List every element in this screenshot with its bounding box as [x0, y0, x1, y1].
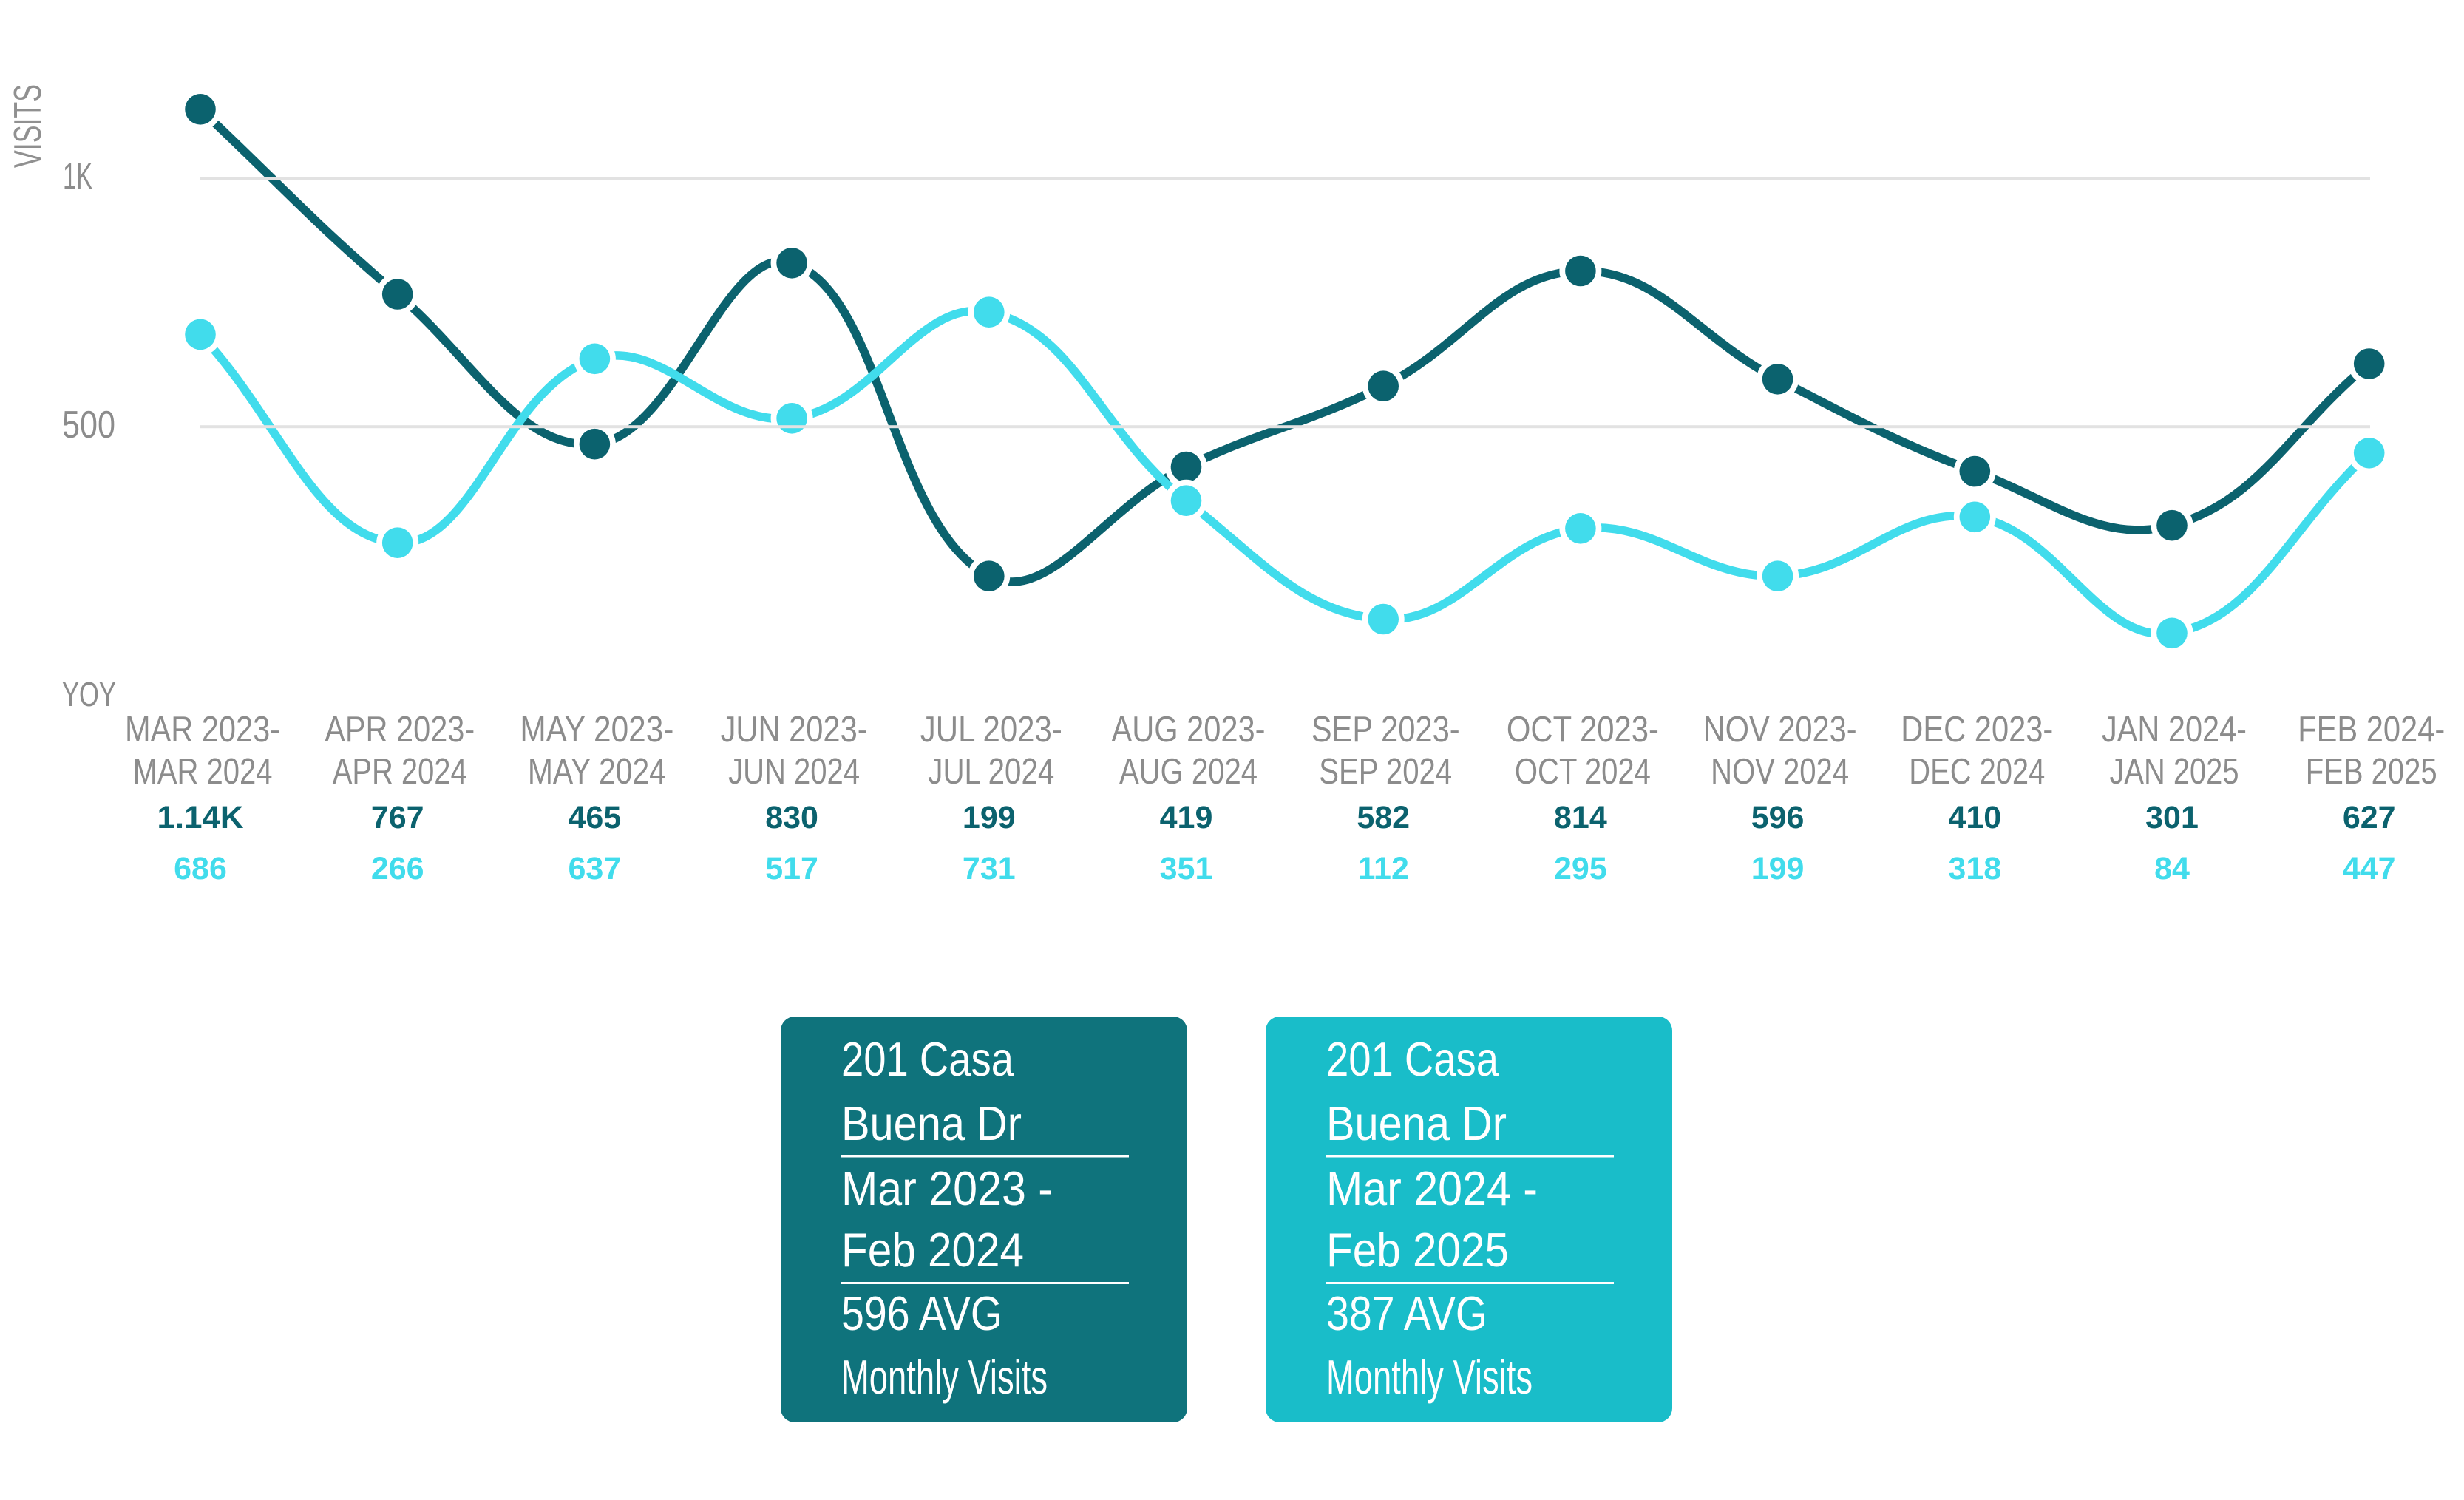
svg-text:387 AVG: 387 AVG [1326, 1286, 1487, 1340]
svg-text:447: 447 [2343, 851, 2396, 886]
svg-text:MAY 2023-: MAY 2023- [520, 710, 673, 750]
svg-text:MAY 2024: MAY 2024 [528, 752, 666, 792]
svg-text:OCT 2024: OCT 2024 [1515, 752, 1651, 792]
svg-text:MAR 2023-: MAR 2023- [125, 710, 280, 750]
svg-text:NOV 2023-: NOV 2023- [1703, 710, 1857, 750]
svg-text:OCT 2023-: OCT 2023- [1507, 710, 1659, 750]
svg-text:YOY: YOY [62, 675, 116, 713]
svg-text:Mar 2024 -: Mar 2024 - [1326, 1161, 1538, 1215]
svg-text:AUG 2023-: AUG 2023- [1112, 710, 1266, 750]
svg-text:201 Casa: 201 Casa [841, 1032, 1014, 1086]
svg-text:Mar 2023 -: Mar 2023 - [841, 1161, 1053, 1215]
svg-text:767: 767 [371, 800, 424, 835]
svg-text:410: 410 [1948, 800, 2001, 835]
svg-text:1K: 1K [63, 157, 92, 197]
svg-text:SEP 2024: SEP 2024 [1319, 752, 1452, 792]
svg-text:266: 266 [371, 851, 424, 886]
svg-text:301: 301 [2145, 800, 2199, 835]
svg-text:APR 2024: APR 2024 [333, 752, 467, 792]
svg-text:465: 465 [569, 800, 622, 835]
svg-text:JUN 2024: JUN 2024 [728, 752, 860, 792]
svg-text:Feb 2024: Feb 2024 [841, 1223, 1024, 1277]
svg-text:731: 731 [963, 851, 1016, 886]
svg-text:JAN 2024-: JAN 2024- [2102, 710, 2247, 750]
svg-text:830: 830 [765, 800, 818, 835]
svg-text:351: 351 [1160, 851, 1213, 886]
svg-text:1.14K: 1.14K [157, 800, 244, 835]
svg-text:JUN 2023-: JUN 2023- [721, 710, 868, 750]
svg-text:596 AVG: 596 AVG [841, 1286, 1002, 1340]
svg-text:Buena Dr: Buena Dr [841, 1096, 1022, 1150]
svg-text:JUL 2024: JUL 2024 [928, 752, 1054, 792]
svg-text:VISITS: VISITS [7, 84, 50, 168]
svg-text:318: 318 [1948, 851, 2001, 886]
svg-text:Buena Dr: Buena Dr [1326, 1096, 1507, 1150]
svg-text:NOV 2024: NOV 2024 [1711, 752, 1849, 792]
svg-text:84: 84 [2154, 851, 2190, 886]
svg-text:582: 582 [1357, 800, 1410, 835]
svg-text:Monthly Visits: Monthly Visits [1326, 1350, 1533, 1404]
svg-text:DEC 2024: DEC 2024 [1909, 752, 2045, 792]
svg-text:AUG 2024: AUG 2024 [1119, 752, 1258, 792]
svg-text:199: 199 [963, 800, 1016, 835]
svg-text:627: 627 [2343, 800, 2396, 835]
svg-text:500: 500 [62, 404, 115, 447]
svg-text:419: 419 [1160, 800, 1213, 835]
svg-text:295: 295 [1554, 851, 1607, 886]
svg-text:199: 199 [1751, 851, 1805, 886]
svg-text:SEP 2023-: SEP 2023- [1311, 710, 1460, 750]
svg-text:Feb 2025: Feb 2025 [1326, 1223, 1509, 1277]
svg-text:596: 596 [1751, 800, 1805, 835]
svg-text:JAN 2025: JAN 2025 [2110, 752, 2239, 792]
svg-text:517: 517 [765, 851, 818, 886]
svg-text:APR 2023-: APR 2023- [325, 710, 475, 750]
svg-text:814: 814 [1554, 800, 1607, 835]
svg-text:637: 637 [569, 851, 622, 886]
svg-text:JUL 2023-: JUL 2023- [920, 710, 1062, 750]
svg-text:MAR 2024: MAR 2024 [133, 752, 273, 792]
svg-text:FEB 2025: FEB 2025 [2306, 752, 2437, 792]
svg-text:112: 112 [1358, 851, 1409, 886]
svg-text:Monthly Visits: Monthly Visits [841, 1350, 1048, 1404]
svg-text:FEB 2024-: FEB 2024- [2298, 710, 2445, 750]
svg-text:201 Casa: 201 Casa [1326, 1032, 1499, 1086]
svg-text:686: 686 [174, 851, 227, 886]
svg-text:DEC 2023-: DEC 2023- [1901, 710, 2053, 750]
